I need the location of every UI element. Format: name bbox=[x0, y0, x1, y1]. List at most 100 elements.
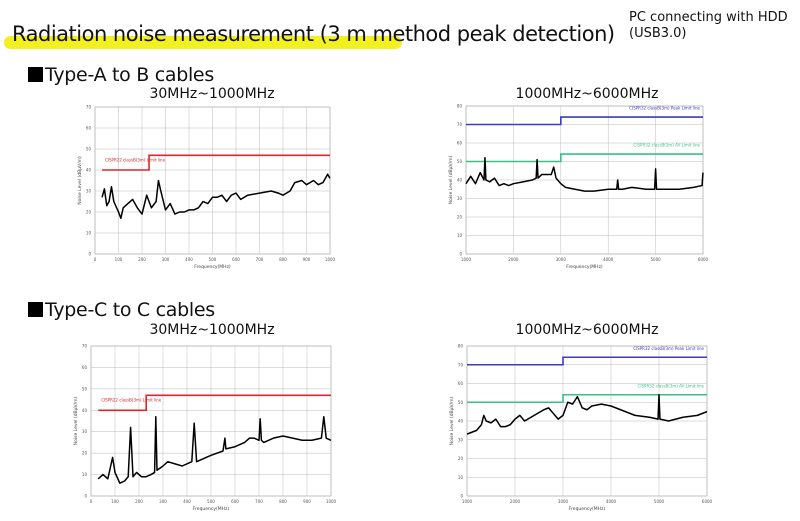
section-label: Type-C to C cables bbox=[45, 299, 215, 321]
y-tick-label: 50 bbox=[86, 147, 92, 152]
y-tick-label: 70 bbox=[86, 105, 92, 110]
limit-line-label: CISPR32 classB(3m) Peak Limit line bbox=[629, 106, 700, 111]
y-tick-label: 30 bbox=[86, 189, 92, 194]
y-tick-label: 10 bbox=[82, 472, 88, 477]
x-axis-label: Frequency(MHz) bbox=[193, 506, 230, 512]
y-tick-label: 10 bbox=[457, 233, 463, 238]
x-tick-label: 600 bbox=[231, 499, 239, 504]
y-tick-label: 60 bbox=[458, 381, 464, 386]
x-tick-label: 300 bbox=[162, 257, 170, 262]
y-tick-label: 10 bbox=[458, 475, 464, 480]
y-tick-label: 60 bbox=[82, 365, 88, 370]
x-tick-label: 1000 bbox=[326, 499, 337, 504]
x-tick-label: 700 bbox=[255, 499, 263, 504]
noise-trace bbox=[101, 173, 331, 220]
y-axis-label: Noise Level (dBµV/m) bbox=[449, 397, 455, 446]
x-tick-label: 200 bbox=[135, 499, 143, 504]
x-tick-label: 500 bbox=[209, 257, 217, 262]
x-tick-label: 1000 bbox=[461, 257, 472, 262]
x-tick-label: 6000 bbox=[698, 257, 709, 262]
x-tick-label: 100 bbox=[111, 499, 119, 504]
limit-line-label: CISPR32 classB(3m) AV Limit line bbox=[634, 143, 701, 148]
y-tick-label: 20 bbox=[457, 215, 463, 220]
noise-trace bbox=[465, 157, 704, 192]
y-tick-label: 20 bbox=[458, 456, 464, 461]
page-title: Radiation noise measurement (3 m method … bbox=[12, 22, 615, 46]
chart-title: 30MHz~1000MHz bbox=[149, 86, 275, 102]
x-tick-label: 300 bbox=[159, 499, 167, 504]
noise-chart: 0 100 200 300 400 500 600 700 800 900 1000 0 10 20 30 4… bbox=[73, 344, 337, 513]
x-tick-label: 100 bbox=[115, 257, 123, 262]
limit-line bbox=[102, 154, 330, 171]
y-tick-label: 60 bbox=[457, 141, 463, 146]
setup-note: PC connecting with HDD (USB3.0) bbox=[629, 10, 788, 42]
limit-line-label: CISPR22 classB(3m) Limit line bbox=[105, 158, 166, 163]
y-tick-label: 40 bbox=[82, 408, 88, 413]
y-tick-label: 80 bbox=[457, 104, 463, 109]
x-tick-label: 0 bbox=[90, 499, 93, 504]
y-tick-label: 50 bbox=[457, 159, 463, 164]
y-axis-label: Noise Level (dBµV/m) bbox=[448, 156, 454, 205]
chart-title: 1000MHz~6000MHz bbox=[515, 322, 659, 338]
x-tick-label: 0 bbox=[94, 257, 97, 262]
bullet-square-icon bbox=[28, 67, 43, 82]
limit-line bbox=[467, 393, 707, 404]
limit-line-label: CISPR32 classB(3m) AV Limit line bbox=[638, 383, 705, 388]
noise-chart: 1000 2000 3000 4000 5000 6000 0 10 20 30 40 50 60 70 8… bbox=[449, 344, 713, 513]
x-tick-label: 3000 bbox=[558, 499, 569, 504]
noise-trace bbox=[466, 394, 708, 435]
x-tick-label: 5000 bbox=[651, 257, 662, 262]
x-tick-label: 900 bbox=[303, 499, 311, 504]
y-tick-label: 50 bbox=[82, 386, 88, 391]
x-tick-label: 2000 bbox=[508, 257, 519, 262]
plot-area: 0 100 200 300 400 500 600 700 800 900 1000 0 10 20 30 4… bbox=[73, 344, 337, 513]
x-tick-label: 400 bbox=[183, 499, 191, 504]
bullet-square-icon bbox=[28, 302, 43, 317]
section-label: Type-A to B cables bbox=[45, 64, 214, 86]
y-tick-label: 20 bbox=[82, 451, 88, 456]
x-tick-label: 5000 bbox=[654, 499, 665, 504]
y-tick-label: 70 bbox=[458, 362, 464, 367]
x-tick-label: 800 bbox=[279, 257, 287, 262]
limit-line-label: CISPR22 classB(3m) Limit line bbox=[101, 398, 162, 403]
limit-line bbox=[467, 356, 707, 366]
x-axis-label: Frequency(MHz) bbox=[566, 264, 603, 270]
y-tick-label: 30 bbox=[457, 196, 463, 201]
section-heading-type-c-to-c: Type-C to C cables bbox=[28, 299, 215, 321]
x-tick-label: 500 bbox=[207, 499, 215, 504]
y-tick-label: 30 bbox=[82, 429, 88, 434]
x-tick-label: 600 bbox=[232, 257, 240, 262]
y-tick-label: 70 bbox=[82, 344, 88, 349]
y-tick-label: 0 bbox=[459, 252, 462, 257]
y-tick-label: 50 bbox=[458, 400, 464, 405]
x-tick-label: 900 bbox=[303, 257, 311, 262]
noise-chart: 1000 2000 3000 4000 5000 6000 0 10 20 30 40 50 60 70 8… bbox=[448, 104, 709, 271]
x-tick-label: 700 bbox=[256, 257, 264, 262]
x-tick-label: 2000 bbox=[510, 499, 521, 504]
plot-area: 1000 2000 3000 4000 5000 6000 0 10 20 30 40 50 60 70 8… bbox=[449, 344, 713, 513]
y-axis-label: Noise Level (dBµV/m) bbox=[77, 156, 83, 205]
title-highlight bbox=[4, 36, 402, 49]
x-tick-label: 6000 bbox=[702, 499, 713, 504]
x-tick-label: 4000 bbox=[606, 499, 617, 504]
y-axis-label: Noise Level (dBµV/m) bbox=[73, 397, 79, 446]
setup-note-line2: (USB3.0) bbox=[629, 26, 687, 41]
setup-note-line1: PC connecting with HDD bbox=[629, 10, 788, 25]
x-tick-label: 1000 bbox=[325, 257, 336, 262]
x-axis-label: Frequency(MHz) bbox=[569, 506, 606, 512]
chart-title: 30MHz~1000MHz bbox=[149, 322, 275, 338]
y-tick-label: 20 bbox=[86, 210, 92, 215]
y-tick-label: 70 bbox=[457, 122, 463, 127]
y-tick-label: 0 bbox=[460, 494, 463, 499]
plot-area: 1000 2000 3000 4000 5000 6000 0 10 20 30 40 50 60 70 8… bbox=[448, 104, 709, 271]
y-tick-label: 0 bbox=[88, 252, 91, 257]
chart-title: 1000MHz~6000MHz bbox=[515, 86, 659, 102]
y-tick-label: 10 bbox=[86, 231, 92, 236]
limit-line bbox=[466, 116, 703, 126]
noise-chart: 0 100 200 300 400 500 600 700 800 900 1000 0 10 20 30 4… bbox=[77, 105, 336, 271]
x-tick-label: 200 bbox=[138, 257, 146, 262]
y-tick-label: 40 bbox=[86, 168, 92, 173]
plot-area: 0 100 200 300 400 500 600 700 800 900 1000 0 10 20 30 4… bbox=[77, 105, 336, 271]
x-tick-label: 4000 bbox=[603, 257, 614, 262]
section-heading-type-a-to-b: Type-A to B cables bbox=[28, 64, 214, 86]
